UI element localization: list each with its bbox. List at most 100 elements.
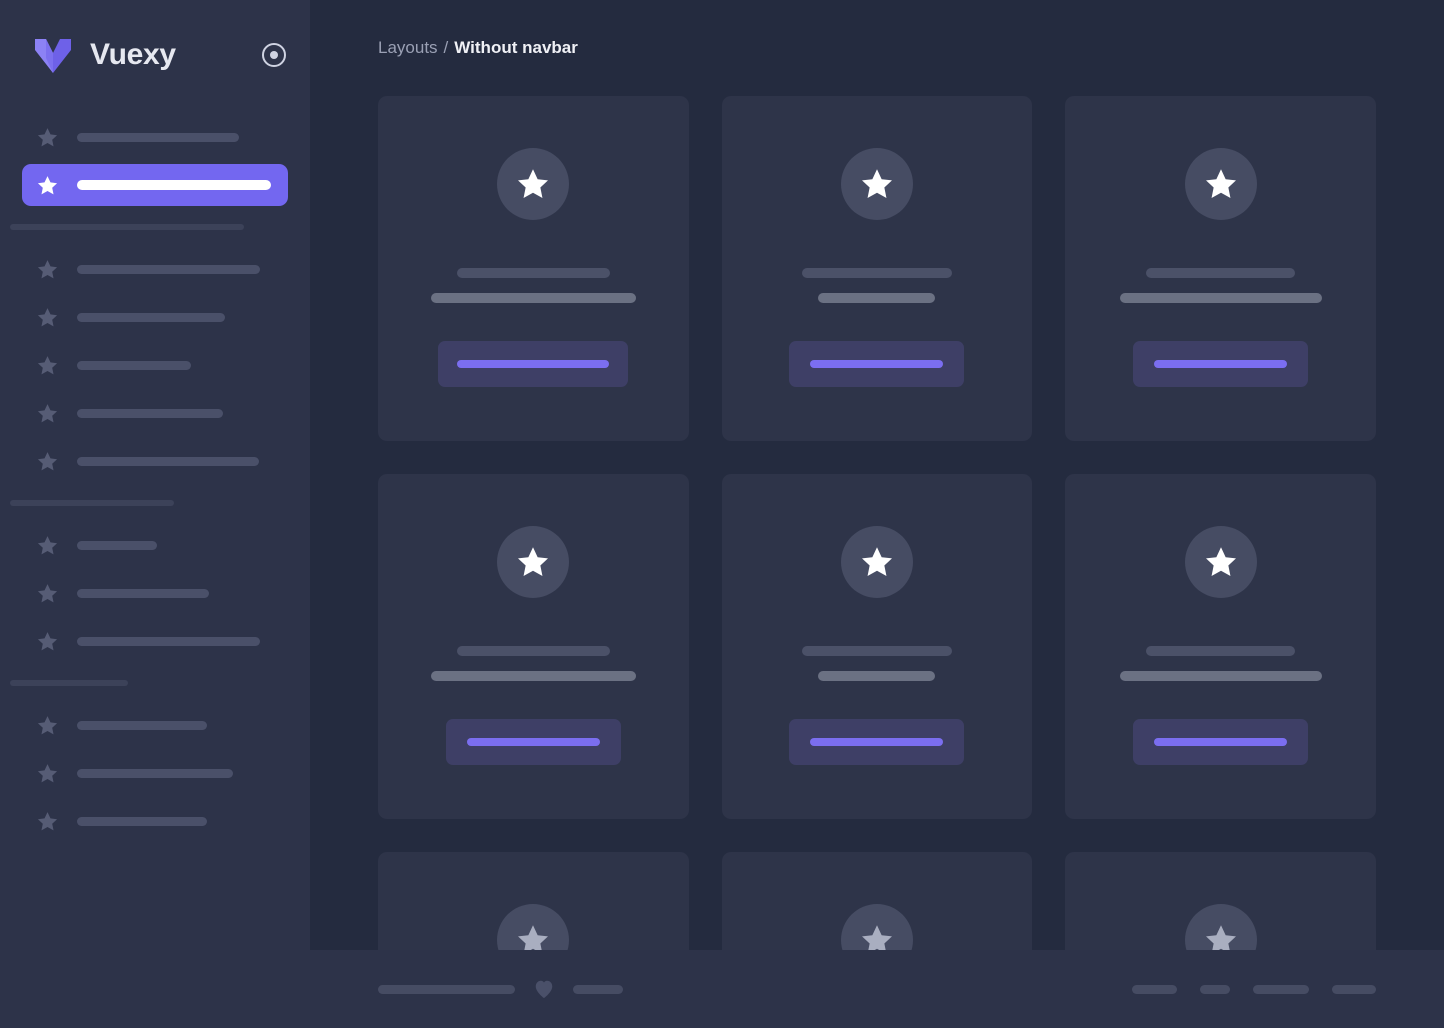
sidebar-item-label-placeholder xyxy=(77,588,209,598)
card-action-button[interactable] xyxy=(438,341,629,387)
sidebar-nav xyxy=(0,116,310,842)
breadcrumb-separator: / xyxy=(443,38,449,57)
sidebar-item-1-2[interactable] xyxy=(22,344,288,386)
content-card[interactable] xyxy=(1065,474,1376,819)
card-subtitle-placeholder xyxy=(430,293,636,303)
star-icon xyxy=(36,354,59,377)
sidebar-item-3-0[interactable] xyxy=(22,704,288,746)
sidebar-item-1-4[interactable] xyxy=(22,440,288,482)
sidebar-item-1-1[interactable] xyxy=(22,296,288,338)
nav-group xyxy=(0,704,310,842)
star-icon xyxy=(1203,166,1239,202)
card-subtitle-placeholder xyxy=(1119,293,1322,303)
content-card[interactable] xyxy=(1065,96,1376,441)
card-title-placeholder xyxy=(801,268,952,278)
card-button-label-placeholder xyxy=(466,738,600,746)
card-grid xyxy=(310,96,1444,1028)
sidebar-item-1-3[interactable] xyxy=(22,392,288,434)
breadcrumb-parent[interactable]: Layouts xyxy=(378,38,438,57)
card-button-label-placeholder xyxy=(1154,738,1288,746)
sidebar-item-label-placeholder xyxy=(77,312,225,322)
card-action-button[interactable] xyxy=(789,719,965,765)
radio-circle-icon[interactable] xyxy=(262,43,286,67)
sidebar-item-2-2[interactable] xyxy=(22,620,288,662)
card-title-placeholder xyxy=(1146,268,1296,278)
sidebar-item-3-2[interactable] xyxy=(22,800,288,842)
card-button-label-placeholder xyxy=(1154,360,1288,368)
sidebar-item-1-0[interactable] xyxy=(22,248,288,290)
star-icon xyxy=(36,258,59,281)
card-action-button[interactable] xyxy=(445,719,621,765)
star-icon xyxy=(36,126,59,149)
star-icon xyxy=(515,166,551,202)
footer-link-placeholder[interactable] xyxy=(1332,984,1376,994)
sidebar-item-label-placeholder xyxy=(77,360,191,370)
star-icon xyxy=(36,762,59,785)
star-icon xyxy=(859,922,895,958)
star-icon xyxy=(515,922,551,958)
breadcrumb-current: Without navbar xyxy=(454,38,578,57)
star-icon xyxy=(36,810,59,833)
footer-link-placeholder[interactable] xyxy=(1253,984,1309,994)
content-card[interactable] xyxy=(378,96,689,441)
star-icon xyxy=(515,544,551,580)
brand-name: Vuexy xyxy=(90,38,176,71)
card-avatar xyxy=(1184,526,1257,598)
card-title-placeholder xyxy=(456,646,610,656)
sidebar-item-label-placeholder xyxy=(77,132,239,142)
card-action-button[interactable] xyxy=(789,341,965,387)
nav-group-separator xyxy=(0,488,310,518)
card-title-placeholder xyxy=(801,646,952,656)
sidebar-item-3-1[interactable] xyxy=(22,752,288,794)
card-text-placeholders xyxy=(722,646,1033,681)
sidebar-item-2-0[interactable] xyxy=(22,524,288,566)
star-icon xyxy=(36,402,59,425)
content-card[interactable] xyxy=(721,96,1033,441)
footer-link-placeholder[interactable] xyxy=(1132,984,1177,994)
sidebar-item-2-1[interactable] xyxy=(22,572,288,614)
footer-bar xyxy=(310,950,1444,1028)
footer-link-placeholder[interactable] xyxy=(1200,984,1230,994)
card-text-placeholders xyxy=(378,268,689,303)
card-avatar xyxy=(1184,148,1257,220)
star-icon xyxy=(859,166,895,202)
star-icon xyxy=(859,544,895,580)
heart-icon xyxy=(533,978,555,1000)
nav-group xyxy=(0,116,310,206)
card-action-button[interactable] xyxy=(1133,341,1309,387)
card-avatar xyxy=(840,148,913,220)
card-avatar xyxy=(497,148,570,220)
star-icon xyxy=(36,174,59,197)
card-subtitle-placeholder xyxy=(818,671,936,681)
nav-group xyxy=(0,524,310,662)
footer-author-placeholder xyxy=(573,984,623,994)
footer-left-group xyxy=(378,978,623,1000)
star-icon xyxy=(36,306,59,329)
star-icon xyxy=(1203,544,1239,580)
card-subtitle-placeholder xyxy=(818,293,936,303)
vuexy-v-logo-icon[interactable] xyxy=(32,34,74,76)
card-action-button[interactable] xyxy=(1133,719,1309,765)
sidebar-item-label-placeholder xyxy=(77,180,271,190)
card-text-placeholders xyxy=(1065,646,1376,681)
nav-group xyxy=(0,248,310,482)
card-avatar xyxy=(497,526,570,598)
card-text-placeholders xyxy=(378,646,689,681)
content-card[interactable] xyxy=(378,474,689,819)
sidebar-item-0-0[interactable] xyxy=(22,116,288,158)
card-text-placeholders xyxy=(722,268,1033,303)
sidebar-item-label-placeholder xyxy=(77,720,207,730)
brand-header: Vuexy xyxy=(0,0,310,110)
star-icon xyxy=(36,714,59,737)
card-subtitle-placeholder xyxy=(1119,671,1322,681)
star-icon xyxy=(36,534,59,557)
card-subtitle-placeholder xyxy=(430,671,636,681)
card-text-placeholders xyxy=(1065,268,1376,303)
card-button-label-placeholder xyxy=(457,360,610,368)
content-card[interactable] xyxy=(721,474,1033,819)
sidebar-item-0-1[interactable] xyxy=(22,164,288,206)
sidebar-item-label-placeholder xyxy=(77,408,223,418)
sidebar-item-label-placeholder xyxy=(77,768,233,778)
card-title-placeholder xyxy=(456,268,610,278)
